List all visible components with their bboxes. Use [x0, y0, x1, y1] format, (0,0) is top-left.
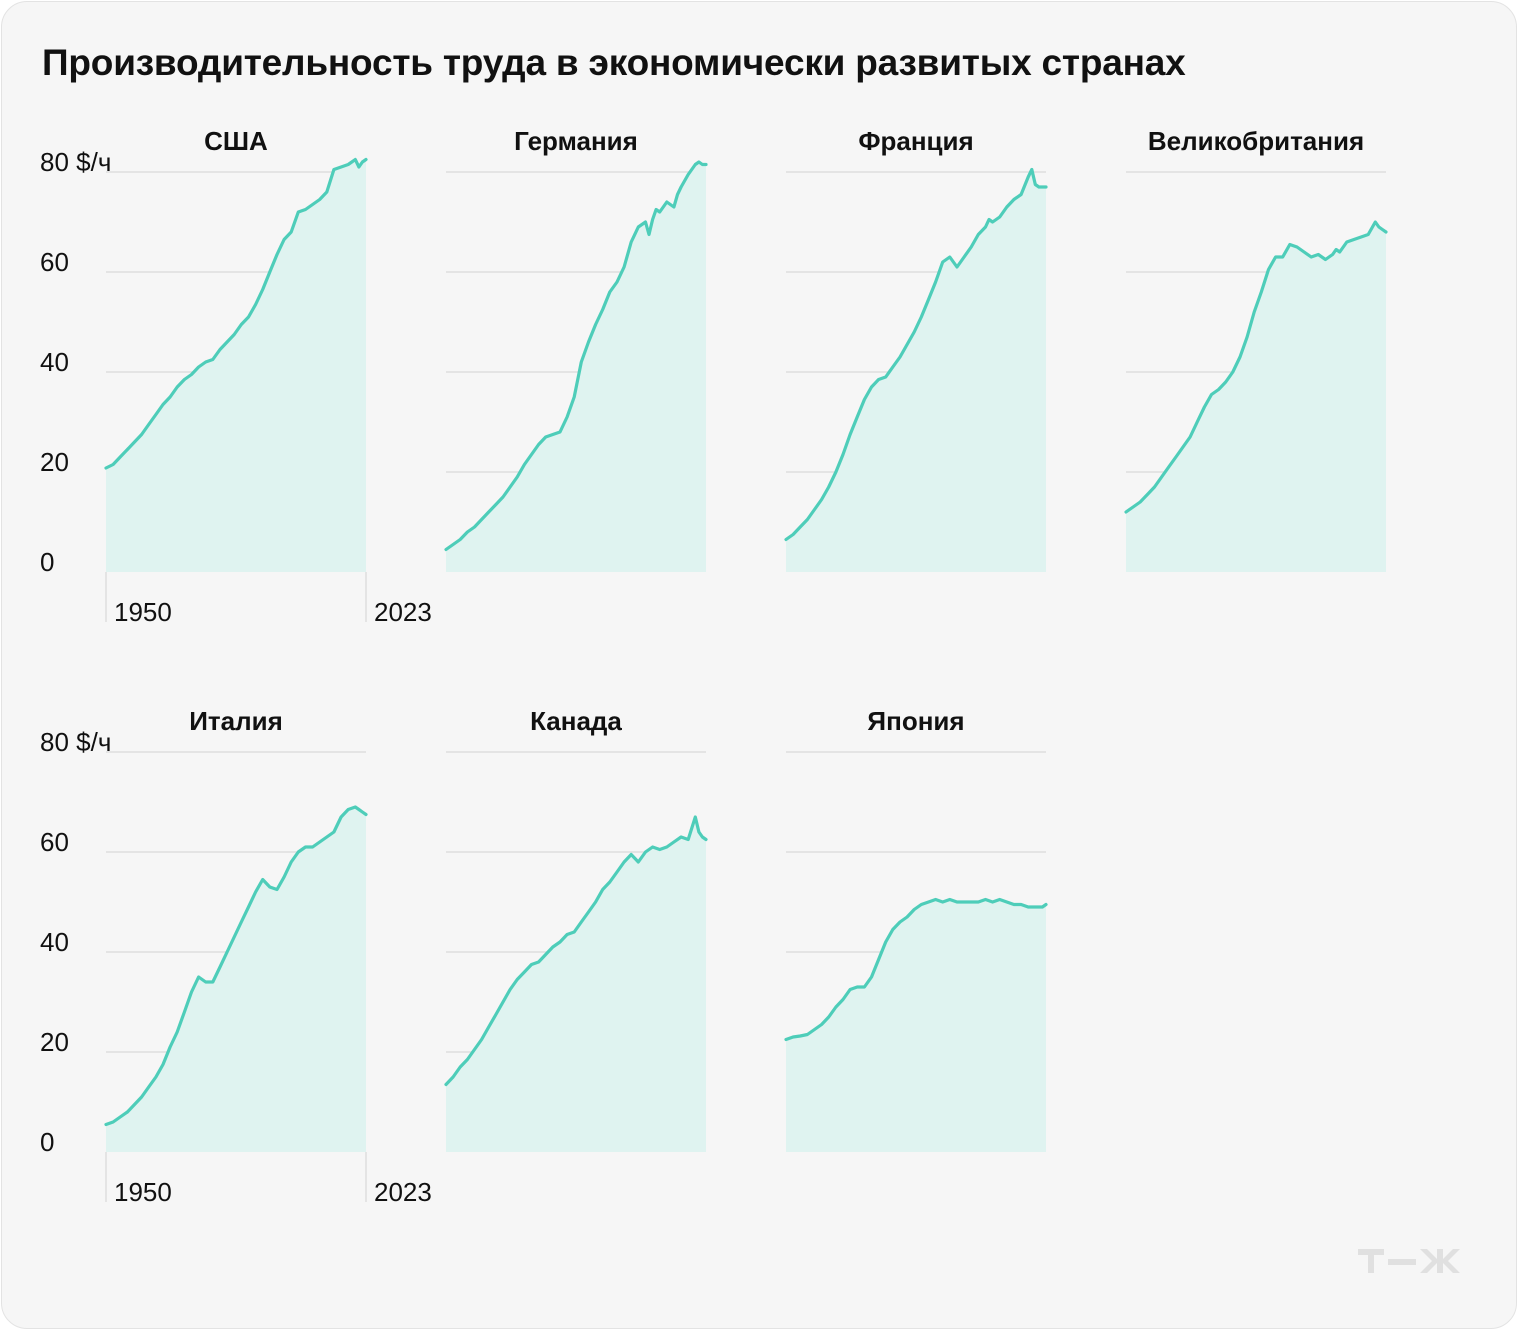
series-line [784, 167, 1048, 542]
page-title: Производительность труда в экономически … [42, 42, 1186, 83]
series-line [444, 815, 708, 1087]
series-line [444, 160, 708, 552]
y-tick-label: 20 [40, 447, 69, 477]
panel-6: Япония [784, 706, 1048, 1152]
y-tick-label: 0 [40, 1127, 54, 1157]
y-tick-label: 20 [40, 1027, 69, 1057]
panel-title: Италия [189, 706, 283, 736]
panel-title: Великобритания [1148, 126, 1364, 156]
panel-title: Япония [867, 706, 964, 736]
series-area [1126, 222, 1386, 572]
panel-0: США 0 20 40 60 80 $/ч 1950 2023 [40, 126, 432, 627]
series-line [104, 157, 368, 470]
x-tick-label: 1950 [114, 597, 172, 627]
y-tick-label: 80 $/ч [40, 147, 111, 177]
series-line [104, 805, 368, 1127]
y-tick-label: 0 [40, 547, 54, 577]
y-tick-label: 40 [40, 347, 69, 377]
series-area [446, 162, 706, 572]
series-area [786, 169, 1046, 572]
panel-title: США [204, 126, 268, 156]
y-tick-label: 60 [40, 827, 69, 857]
panel-title: Германия [514, 126, 638, 156]
x-tick-label: 1950 [114, 1177, 172, 1207]
series-area [106, 159, 366, 572]
series-line [784, 897, 1048, 1042]
y-tick-label: 80 $/ч [40, 727, 111, 757]
y-tick-label: 60 [40, 247, 69, 277]
panel-1: Германия [444, 126, 708, 572]
panel-title: Франция [858, 126, 973, 156]
panel-5: Канада [444, 706, 708, 1152]
series-area [786, 899, 1046, 1152]
x-tick-label: 2023 [374, 1177, 432, 1207]
brand-logo [1358, 1249, 1460, 1273]
panel-4: Италия 0 20 40 60 80 $/ч 1950 2023 [40, 706, 432, 1207]
x-tick-label: 2023 [374, 597, 432, 627]
y-tick-label: 40 [40, 927, 69, 957]
series-line [1124, 220, 1388, 514]
series-area [446, 817, 706, 1152]
series-area [106, 807, 366, 1152]
panel-3: Великобритания [1124, 126, 1388, 572]
panel-title: Канада [530, 706, 622, 736]
panel-2: Франция [784, 126, 1048, 572]
